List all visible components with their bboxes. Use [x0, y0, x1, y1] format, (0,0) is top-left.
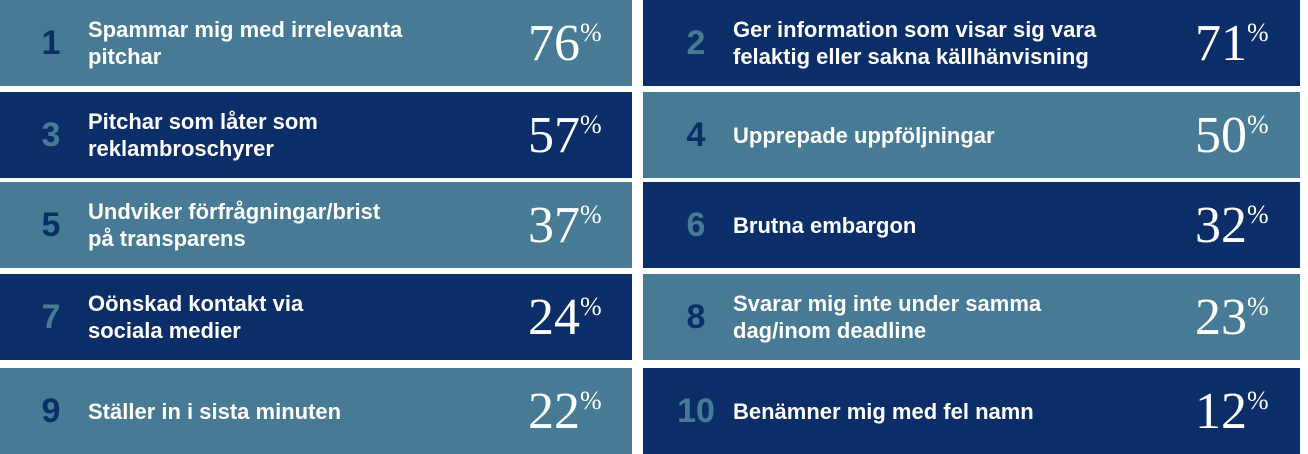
percent-unit: % — [580, 18, 602, 47]
item-text-line: Ger information som visar sig vara — [733, 17, 1097, 42]
item-panel: 5 Undviker förfrågningar/brist på transpar… — [0, 182, 632, 268]
item-text: Oönskad kontakt via sociala medier — [88, 274, 303, 360]
item-text-line: Benämner mig med fel namn — [733, 398, 1034, 424]
item-percent: 50% — [1195, 92, 1269, 178]
item-percent: 32% — [1195, 182, 1269, 268]
item-panel: 10 Benämner mig med fel namn 12% — [643, 368, 1300, 454]
item-rank: 4 — [686, 116, 706, 154]
item-panel: 3 Pitchar som låter som reklambroschyrer 57… — [0, 92, 632, 178]
percent-unit: % — [580, 386, 602, 415]
percent-value: 32 — [1195, 196, 1247, 254]
item-percent: 37% — [528, 182, 602, 268]
item-text-line: Spammar mig med irrelevanta — [88, 17, 403, 42]
item-rank: 3 — [41, 116, 61, 154]
percent-value: 37 — [528, 196, 580, 254]
percent-unit: % — [1247, 386, 1269, 415]
item-percent: 12% — [1195, 368, 1269, 454]
percent-unit: % — [1247, 292, 1269, 321]
item-text: Ställer in i sista minuten — [88, 368, 341, 454]
percent-value: 71 — [1195, 14, 1247, 72]
item-percent: 76% — [528, 0, 602, 86]
item-rank: 8 — [686, 298, 706, 336]
item-text-line: reklambroschyrer — [88, 136, 274, 161]
percent-value: 12 — [1195, 382, 1247, 440]
item-text: Undviker förfrågningar/brist på transpare… — [88, 182, 380, 268]
item-text-line: Svarar mig inte under samma — [733, 291, 1042, 316]
item-text-line: Undviker förfrågningar/brist — [88, 199, 381, 224]
percent-value: 76 — [528, 14, 580, 72]
item-text-line: pitchar — [88, 44, 162, 69]
item-panel: 7 Oönskad kontakt via sociala medier 24% — [0, 274, 632, 360]
item-panel: 8 Svarar mig inte under samma dag/inom dea… — [643, 274, 1300, 360]
item-text: Ger information som visar sig vara felakt… — [733, 0, 1096, 86]
item-text-line: dag/inom deadline — [733, 318, 927, 343]
item-rank: 9 — [41, 392, 61, 430]
item-panel: 1 Spammar mig med irrelevanta pitchar 76% — [0, 0, 632, 86]
item-rank: 7 — [41, 298, 61, 336]
item-rank: 5 — [41, 206, 61, 244]
item-percent: 57% — [528, 92, 602, 178]
item-text: Benämner mig med fel namn — [733, 368, 1034, 454]
item-percent: 22% — [528, 368, 602, 454]
item-panel: 2 Ger information som visar sig vara felak… — [643, 0, 1300, 86]
item-rank: 10 — [677, 392, 715, 430]
percent-unit: % — [1247, 110, 1269, 139]
item-percent: 71% — [1195, 0, 1269, 86]
item-panel: 4 Upprepade uppföljningar 50% — [643, 92, 1300, 178]
percent-value: 50 — [1195, 106, 1247, 164]
item-text: Spammar mig med irrelevanta pitchar — [88, 0, 402, 86]
item-panel: 9 Ställer in i sista minuten 22% — [0, 368, 632, 454]
item-text-line: Brutna embargon — [733, 212, 917, 238]
item-percent: 23% — [1195, 274, 1269, 360]
percent-value: 22 — [528, 382, 580, 440]
item-text-line: sociala medier — [88, 318, 241, 343]
item-rank: 2 — [686, 24, 706, 62]
item-rank: 1 — [41, 24, 61, 62]
percent-unit: % — [580, 110, 602, 139]
item-text: Svarar mig inte under samma dag/inom dead… — [733, 274, 1041, 360]
percent-value: 23 — [1195, 288, 1247, 346]
item-text-line: på transparens — [88, 226, 246, 251]
percent-unit: % — [1247, 18, 1269, 47]
item-panel: 6 Brutna embargon 32% — [643, 182, 1300, 268]
item-rank: 6 — [686, 206, 706, 244]
item-text: Upprepade uppföljningar — [733, 92, 995, 178]
item-text-line: Ställer in i sista minuten — [88, 398, 342, 424]
percent-unit: % — [580, 292, 602, 321]
item-percent: 24% — [528, 274, 602, 360]
item-text-line: Upprepade uppföljningar — [733, 122, 995, 148]
percent-value: 57 — [528, 106, 580, 164]
percent-unit: % — [1247, 200, 1269, 229]
item-text-line: Pitchar som låter som — [88, 109, 318, 134]
item-text: Brutna embargon — [733, 182, 916, 268]
percent-value: 24 — [528, 288, 580, 346]
item-text: Pitchar som låter som reklambroschyrer — [88, 92, 318, 178]
item-text-line: Oönskad kontakt via — [88, 291, 304, 316]
percent-unit: % — [580, 200, 602, 229]
item-text-line: felaktig eller sakna källhänvisning — [733, 44, 1089, 69]
